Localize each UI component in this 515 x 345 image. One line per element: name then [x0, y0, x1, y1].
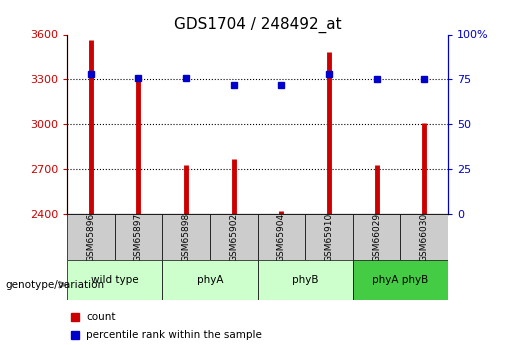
FancyBboxPatch shape	[353, 260, 448, 300]
FancyBboxPatch shape	[210, 214, 258, 260]
Text: count: count	[86, 313, 115, 322]
Text: wild type: wild type	[91, 275, 139, 285]
FancyBboxPatch shape	[305, 214, 353, 260]
Title: GDS1704 / 248492_at: GDS1704 / 248492_at	[174, 17, 341, 33]
FancyBboxPatch shape	[401, 214, 448, 260]
FancyBboxPatch shape	[67, 260, 162, 300]
FancyBboxPatch shape	[162, 214, 210, 260]
Text: percentile rank within the sample: percentile rank within the sample	[86, 330, 262, 339]
Text: GSM66029: GSM66029	[372, 213, 381, 262]
Text: GSM65896: GSM65896	[87, 213, 95, 262]
FancyBboxPatch shape	[258, 214, 305, 260]
Text: phyA phyB: phyA phyB	[372, 275, 428, 285]
Text: GSM65904: GSM65904	[277, 213, 286, 262]
Text: GSM65898: GSM65898	[182, 213, 191, 262]
Text: GSM65910: GSM65910	[324, 213, 333, 262]
FancyBboxPatch shape	[162, 260, 258, 300]
Text: GSM65897: GSM65897	[134, 213, 143, 262]
FancyBboxPatch shape	[258, 260, 353, 300]
Text: phyA: phyA	[197, 275, 223, 285]
FancyBboxPatch shape	[353, 214, 401, 260]
FancyBboxPatch shape	[114, 214, 162, 260]
Text: GSM66030: GSM66030	[420, 213, 428, 262]
Text: genotype/variation: genotype/variation	[5, 280, 104, 289]
Text: phyB: phyB	[292, 275, 318, 285]
Text: GSM65902: GSM65902	[229, 213, 238, 262]
FancyBboxPatch shape	[67, 214, 114, 260]
